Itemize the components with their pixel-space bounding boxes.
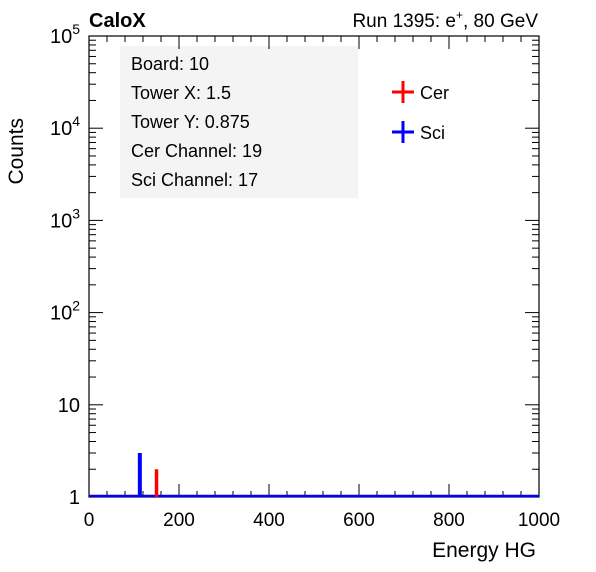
run-superscript: +: [456, 8, 463, 22]
info-line: Board: 10: [131, 54, 209, 74]
info-line: Sci Channel: 17: [131, 170, 258, 190]
run-info: Run 1395: e+, 80 GeV: [352, 8, 538, 32]
run-text: Run 1395: e: [352, 11, 456, 32]
marks: [89, 453, 539, 498]
run-tail: , 80 GeV: [463, 11, 538, 32]
y-tick-label: 10: [58, 395, 80, 417]
y-tick-label: 105: [50, 21, 80, 48]
x-tick-label: 800: [433, 510, 465, 531]
x-tick-label: 400: [253, 510, 285, 531]
x-tick-label: 200: [163, 510, 195, 531]
info-line: Tower X: 1.5: [131, 83, 231, 103]
legend-label: Sci: [420, 123, 445, 143]
info-line: Tower Y: 0.875: [131, 112, 250, 132]
experiment-label: CaloX: [89, 10, 146, 32]
y-tick-label: 104: [50, 113, 80, 140]
y-tick-label: 1: [69, 487, 80, 509]
x-tick-label: 600: [343, 510, 375, 531]
y-axis-label: Counts: [5, 118, 28, 185]
axes: 0 200 400 600 800 1000 1 10 102 103 104 105: [50, 21, 560, 531]
y-tick-label: 103: [50, 205, 80, 232]
y-tick-label: 102: [50, 298, 80, 325]
info-line: Cer Channel: 19: [131, 141, 262, 161]
x-tick-label: 0: [84, 510, 95, 531]
x-tick-label: 1000: [518, 510, 560, 531]
info-box: [120, 46, 358, 198]
info-box-lines: Board: 10 Tower X: 1.5 Tower Y: 0.875 Ce…: [131, 54, 262, 190]
legend: Cer Sci: [392, 81, 449, 143]
x-axis-label: Energy HG: [432, 539, 536, 562]
legend-label: Cer: [420, 83, 449, 103]
